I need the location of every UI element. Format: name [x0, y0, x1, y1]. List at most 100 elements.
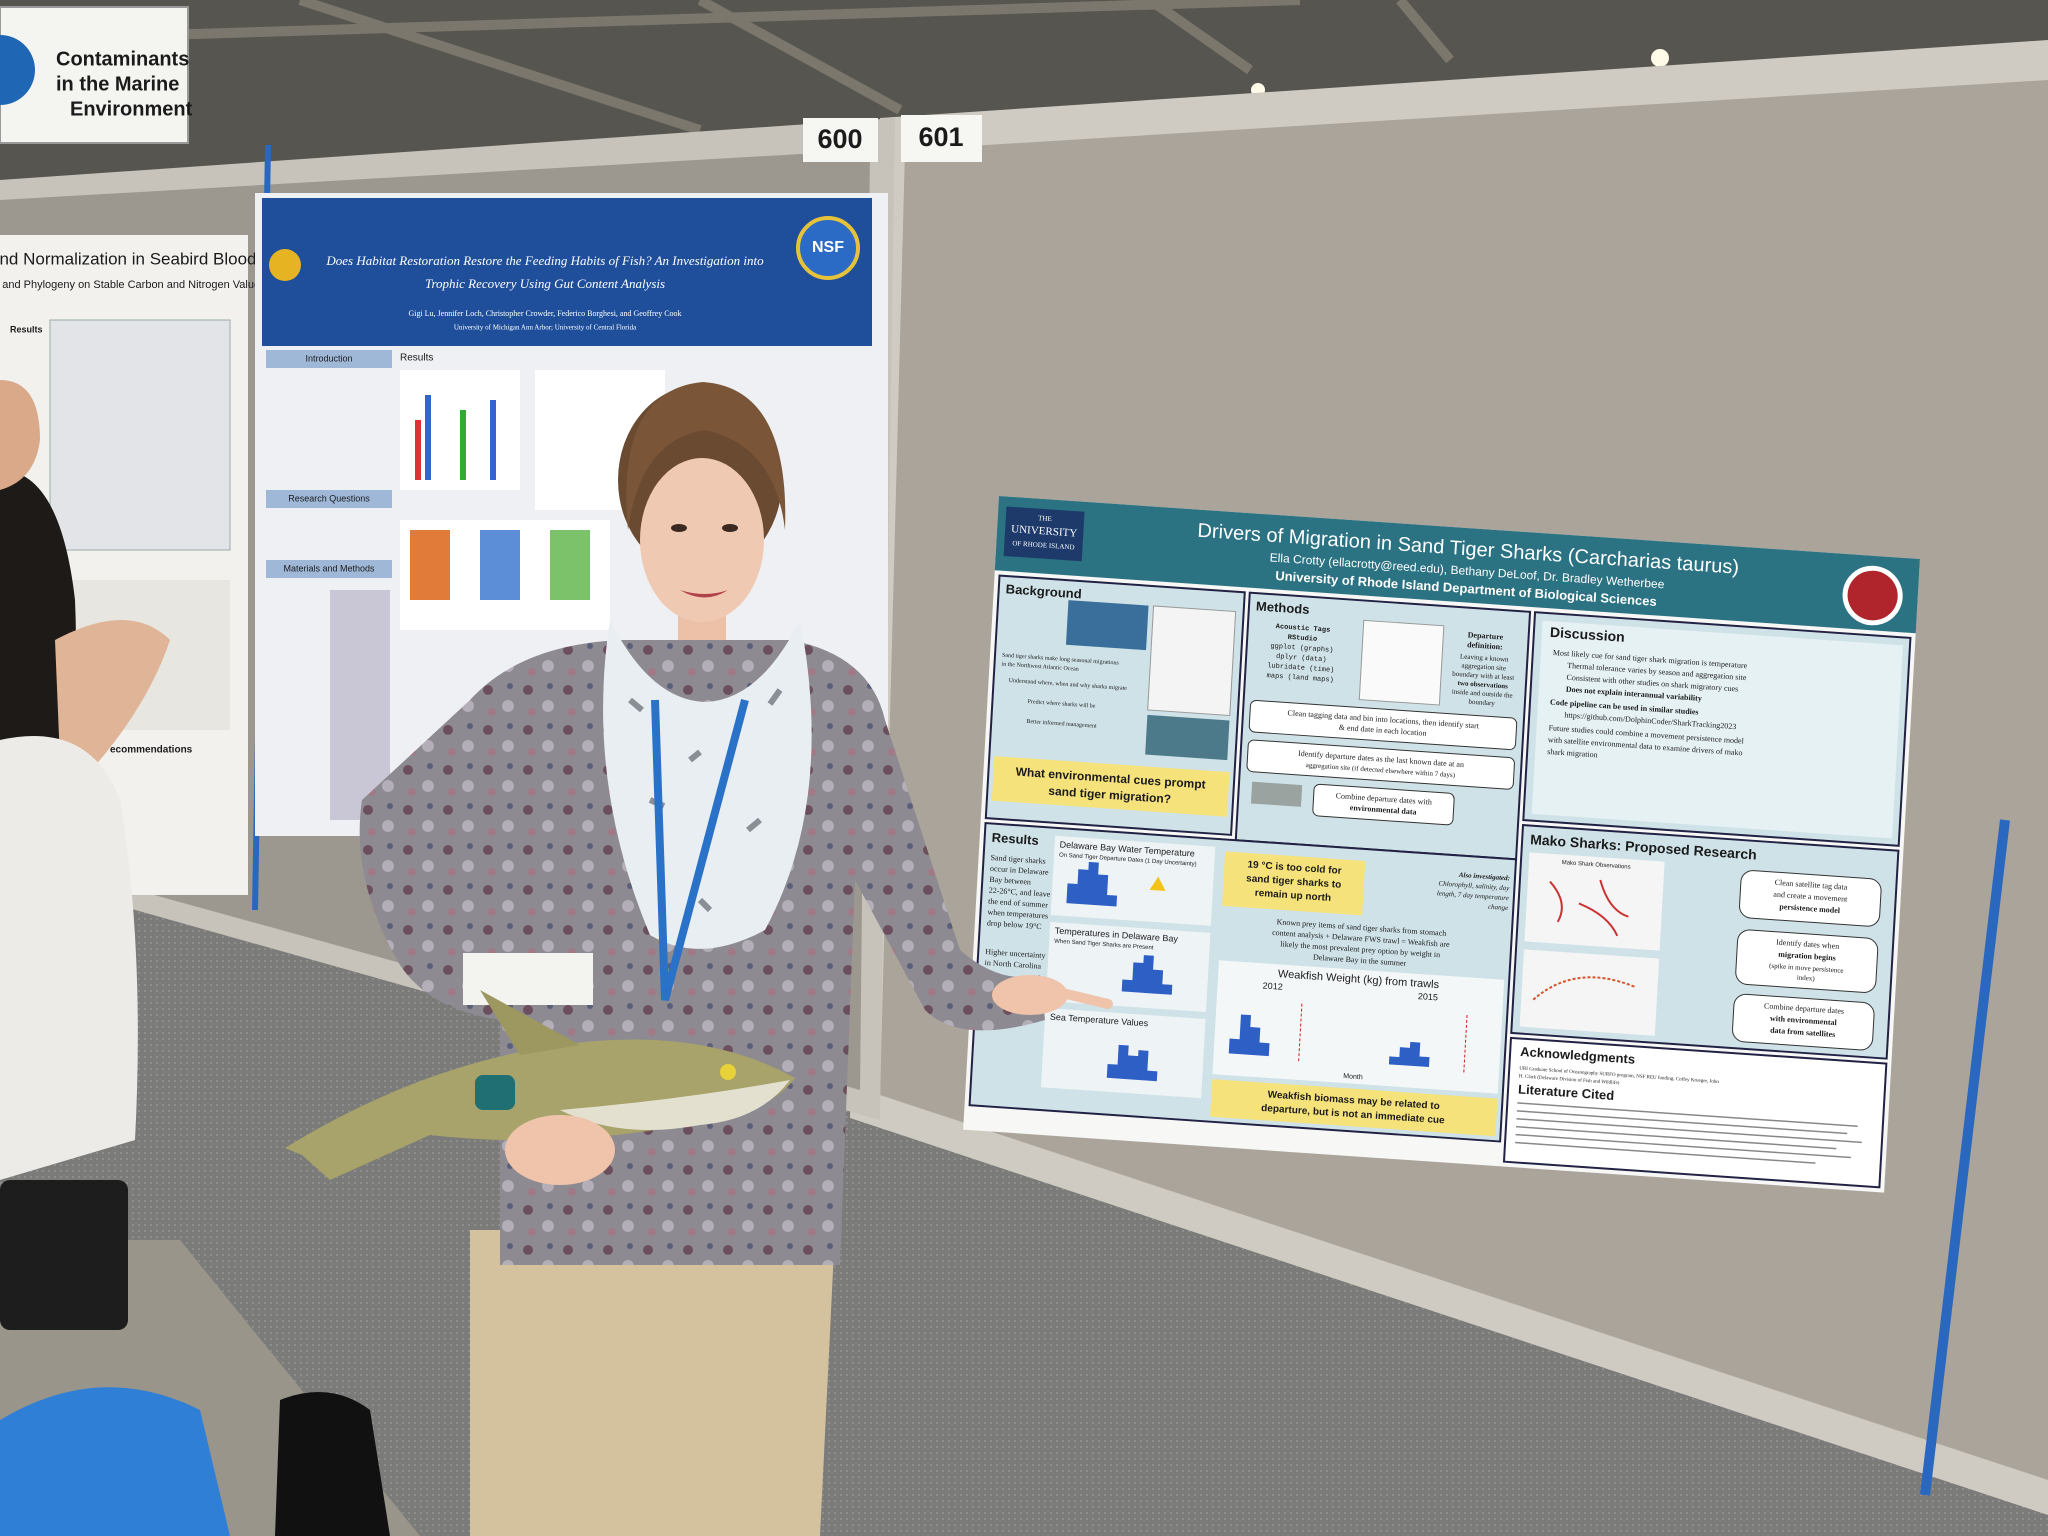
step-box: [1735, 929, 1879, 993]
figure: [49, 319, 231, 551]
result-text: Bay between: [989, 875, 1031, 887]
section-heading: Results: [10, 324, 43, 334]
histogram-image: [1228, 1014, 1270, 1057]
ceiling-beams: [0, 0, 1454, 135]
person-shirt: [0, 736, 138, 1180]
bullet: Predict where sharks will be: [1027, 699, 1096, 710]
callout-box: [1222, 851, 1366, 916]
section-heading: ecommendations: [110, 745, 193, 756]
shark-belly: [560, 1080, 790, 1130]
histogram-image: [1388, 1041, 1430, 1068]
track-image: [1549, 879, 1629, 937]
hand: [992, 975, 1068, 1015]
poster-subtitle: e, and Phylogeny on Stable Carbon and Ni…: [0, 279, 266, 291]
also-investigated: change: [1488, 903, 1509, 912]
presenter: [285, 382, 1113, 1536]
lanyard: [651, 698, 749, 1002]
poster-title: Does Habitat Restoration Restore the Fee…: [325, 253, 764, 268]
eye: [722, 524, 738, 532]
sign-text: Environment: [70, 98, 193, 120]
result-text: drop below 19°C: [987, 918, 1042, 931]
step-box: [1739, 870, 1882, 927]
conclusion-box: [1210, 1079, 1498, 1137]
departure-definition: Leaving a known: [1460, 652, 1510, 663]
shark-plush: [285, 1039, 795, 1180]
section-heading: Research Questions: [288, 493, 370, 503]
section-bar: [266, 350, 392, 368]
step-box: [1246, 739, 1515, 790]
poster-authors: Gigi Lu, Jennifer Loch, Christopher Crow…: [408, 309, 681, 318]
poster-title: Trophic Recovery Using Gut Content Analy…: [425, 276, 665, 291]
bar: [490, 400, 496, 480]
map-image: [1358, 619, 1445, 706]
photo: [1065, 600, 1149, 651]
also-investigated: Also investigated:: [1458, 871, 1511, 883]
section-heading: Results: [991, 830, 1039, 848]
booth-number-card: [901, 115, 982, 162]
result-text: Higher uncertainty: [985, 947, 1046, 960]
seal: [1847, 570, 1898, 621]
bullet: Better informed management: [1026, 718, 1097, 730]
sign-text: Contaminants: [56, 48, 189, 70]
histogram-image: [1106, 1044, 1158, 1082]
callout: remain up north: [1255, 888, 1332, 904]
poster-header: [262, 198, 872, 346]
mako-step: persistence model: [1779, 902, 1841, 915]
result-text: the end of summer: [988, 897, 1049, 910]
backpack: [275, 1392, 390, 1536]
ucf-logo: [269, 249, 301, 281]
ack-text: H. Clark (Delaware Division of Fish and …: [1519, 1074, 1620, 1086]
map-image: [1147, 605, 1237, 717]
person-bag: [0, 1180, 128, 1330]
board-tape: [1920, 819, 2010, 1496]
section-heading: Discussion: [1550, 624, 1626, 645]
poster-header: [994, 496, 1920, 634]
departure-definition: Departure: [1468, 630, 1504, 641]
mouth: [680, 590, 728, 598]
section-heading: Methods: [1256, 598, 1310, 617]
stacked-bar: [410, 530, 450, 600]
section-heading: Materials and Methods: [283, 563, 375, 573]
departure-definition: aggregation site: [1461, 661, 1506, 672]
map-image: [330, 590, 390, 820]
pants: [470, 1230, 835, 1536]
chart-facet: 2012: [1262, 981, 1283, 992]
shark-fin: [480, 990, 580, 1055]
shark-eye: [720, 1064, 736, 1080]
chart-image: [1212, 960, 1505, 1094]
eye: [671, 524, 687, 532]
ceiling-light: [1651, 49, 1669, 67]
section-heading: Literature Cited: [1518, 1082, 1615, 1103]
badge: [463, 953, 593, 1005]
departure-definition: definition:: [1467, 640, 1503, 651]
hair-top: [626, 382, 786, 530]
map-image: [1519, 949, 1660, 1036]
stacked-bar: [550, 530, 590, 600]
warning-icon: [1149, 876, 1166, 892]
histogram-image: [1121, 955, 1173, 995]
result-text: occur in Delaware: [990, 864, 1050, 877]
bullet: shark migration: [1547, 747, 1598, 759]
axis-label: Month: [1343, 1073, 1363, 1081]
panel-inner: [1531, 620, 1903, 839]
step-box: [1248, 699, 1518, 751]
uri-logo-text: UNIVERSITY: [1011, 523, 1078, 539]
mako-step: index): [1797, 974, 1816, 983]
section-heading: Introduction: [305, 353, 352, 363]
tool: Acoustic Tags: [1275, 623, 1330, 635]
booth-number: 601: [918, 122, 963, 152]
person-face: [0, 380, 40, 490]
map-image: [1524, 852, 1665, 951]
citation-lines: [1515, 1102, 1862, 1164]
section-heading: Results: [400, 353, 433, 364]
sign-text: in the Marine: [56, 73, 179, 95]
hand: [505, 1115, 615, 1185]
mako-step: migration begins: [1778, 950, 1836, 963]
uri-logo: [1003, 506, 1085, 562]
booth-number: 600: [817, 124, 862, 154]
step-box: [1732, 993, 1875, 1051]
step-box: [1312, 783, 1455, 826]
